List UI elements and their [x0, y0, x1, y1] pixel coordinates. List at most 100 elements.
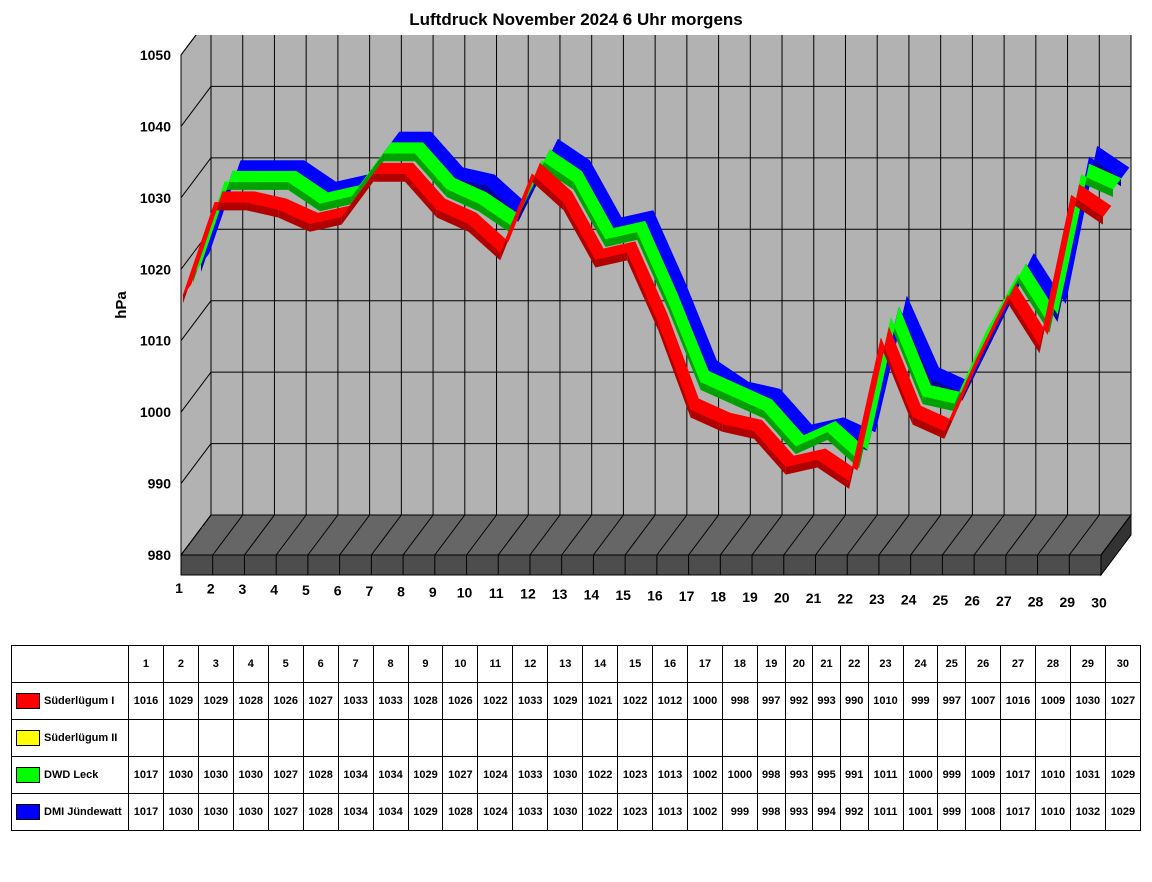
- table-header-cell: 5: [268, 646, 303, 683]
- table-cell: 1029: [408, 794, 443, 831]
- table-cell: 1016: [129, 683, 164, 720]
- table-cell: [1070, 720, 1105, 757]
- table-header-cell: 7: [338, 646, 373, 683]
- svg-text:30: 30: [1091, 595, 1107, 611]
- table-cell: [163, 720, 198, 757]
- table-cell: 995: [813, 757, 841, 794]
- table-cell: 1017: [129, 794, 164, 831]
- table-header-cell: 2: [163, 646, 198, 683]
- table-header-cell: 1: [129, 646, 164, 683]
- table-cell: 1034: [373, 794, 408, 831]
- table-header-cell: 9: [408, 646, 443, 683]
- table-cell: 1033: [513, 794, 548, 831]
- table-cell: 1030: [233, 794, 268, 831]
- table-cell: 1023: [618, 794, 653, 831]
- table-cell: 1002: [688, 757, 723, 794]
- table-cell: [268, 720, 303, 757]
- table-cell: 994: [813, 794, 841, 831]
- table-header-cell: 16: [653, 646, 688, 683]
- table-cell: 1034: [338, 794, 373, 831]
- svg-text:3: 3: [239, 581, 247, 597]
- table-cell: 1011: [868, 794, 903, 831]
- table-cell: 1016: [1001, 683, 1036, 720]
- table-cell: [408, 720, 443, 757]
- table-cell: [618, 720, 653, 757]
- svg-text:10: 10: [457, 585, 473, 601]
- svg-text:29: 29: [1059, 594, 1075, 610]
- table-cell: 1026: [268, 683, 303, 720]
- svg-text:15: 15: [615, 587, 631, 603]
- table-series-label: Süderlügum I: [12, 683, 129, 720]
- svg-text:990: 990: [148, 476, 172, 492]
- table-cell: 1034: [373, 757, 408, 794]
- svg-text:18: 18: [711, 589, 727, 605]
- svg-text:21: 21: [806, 590, 822, 606]
- table-header-cell: 15: [618, 646, 653, 683]
- table-cell: 1030: [198, 794, 233, 831]
- table-cell: 1027: [1105, 683, 1140, 720]
- table-cell: [198, 720, 233, 757]
- table-cell: 993: [785, 757, 813, 794]
- table-header-cell: 23: [868, 646, 903, 683]
- table-cell: 998: [722, 683, 757, 720]
- table-cell: 1033: [373, 683, 408, 720]
- svg-text:27: 27: [996, 593, 1012, 609]
- table-cell: [757, 720, 785, 757]
- table-cell: 1030: [1070, 683, 1105, 720]
- table-cell: 991: [840, 757, 868, 794]
- table-cell: 1027: [268, 757, 303, 794]
- table-cell: 1034: [338, 757, 373, 794]
- table-header-cell: 20: [785, 646, 813, 683]
- table-cell: [903, 720, 938, 757]
- svg-text:980: 980: [148, 547, 172, 563]
- table-cell: [688, 720, 723, 757]
- svg-text:16: 16: [647, 588, 663, 604]
- chart-area: 9809901000101010201030104010501234567891…: [11, 35, 1141, 625]
- table-cell: 998: [757, 757, 785, 794]
- table-cell: 1028: [443, 794, 478, 831]
- table-cell: [653, 720, 688, 757]
- table-header-cell: 3: [198, 646, 233, 683]
- svg-text:1010: 1010: [140, 333, 171, 349]
- table-cell: [722, 720, 757, 757]
- table-cell: [478, 720, 513, 757]
- table-cell: 1030: [548, 794, 583, 831]
- table-cell: [129, 720, 164, 757]
- table-cell: 992: [785, 683, 813, 720]
- svg-text:2: 2: [207, 581, 215, 597]
- table-cell: [443, 720, 478, 757]
- table-cell: 1033: [338, 683, 373, 720]
- table-cell: [513, 720, 548, 757]
- table-cell: 1031: [1070, 757, 1105, 794]
- svg-text:1000: 1000: [140, 404, 171, 420]
- legend-swatch: [16, 730, 40, 746]
- table-cell: [840, 720, 868, 757]
- table-header-cell: 14: [583, 646, 618, 683]
- table-cell: 998: [757, 794, 785, 831]
- table-cell: 1028: [408, 683, 443, 720]
- table-cell: 1008: [966, 794, 1001, 831]
- table-cell: 1000: [903, 757, 938, 794]
- table-header-cell: 19: [757, 646, 785, 683]
- table-cell: [938, 720, 966, 757]
- table-cell: 1029: [1105, 794, 1140, 831]
- table-cell: 1026: [443, 683, 478, 720]
- svg-text:13: 13: [552, 586, 568, 602]
- table-cell: 1023: [618, 757, 653, 794]
- table-cell: 999: [722, 794, 757, 831]
- svg-text:1040: 1040: [140, 118, 171, 134]
- table-header-cell: 28: [1035, 646, 1070, 683]
- table-cell: 1017: [129, 757, 164, 794]
- table-header-cell: 6: [303, 646, 338, 683]
- table-header-cell: 12: [513, 646, 548, 683]
- table-cell: 1022: [618, 683, 653, 720]
- svg-text:5: 5: [302, 582, 310, 598]
- svg-text:20: 20: [774, 590, 790, 606]
- table-cell: [966, 720, 1001, 757]
- svg-text:14: 14: [584, 587, 600, 603]
- table-cell: 1028: [303, 757, 338, 794]
- table-cell: [338, 720, 373, 757]
- table-header-cell: 27: [1001, 646, 1036, 683]
- table-cell: [373, 720, 408, 757]
- table-cell: 1030: [163, 757, 198, 794]
